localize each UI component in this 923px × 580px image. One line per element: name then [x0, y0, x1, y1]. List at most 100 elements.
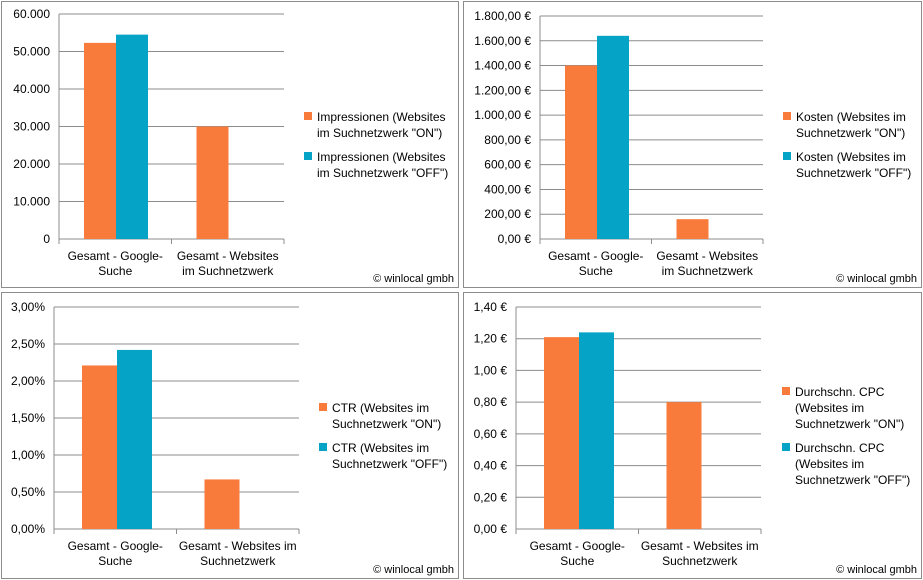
y-tick-label: 1.200,00 €	[474, 83, 531, 97]
y-tick-label: 0,80 €	[474, 395, 508, 409]
legend-swatch	[782, 443, 790, 451]
y-tick-label: 0,00 €	[498, 232, 532, 246]
kosten-chart: 0,00 € 200,00 € 400,00 € 600,00 € 800,00 € 1.…	[474, 9, 764, 278]
legend-swatch	[783, 112, 791, 120]
bar-off-0	[117, 349, 152, 529]
y-tick-label: 600,00 €	[484, 158, 531, 172]
legend-item-off: Kosten (Websites im Suchnetzwerk "OFF")	[783, 149, 911, 181]
impressionen-chart: 0 10.000 20.000 30.000 40.000 50.000 60.000 Ges…	[13, 7, 285, 278]
legend-label: Durchschn. CPC	[795, 441, 885, 455]
legend-impressionen: Impressionen (Websites im Suchnetzwerk "O…	[304, 109, 448, 189]
bar-on-1	[676, 219, 709, 239]
legend-label: Suchnetzwerk "ON")	[332, 417, 442, 431]
legend-ctr: CTR (Websites im Suchnetzwerk "ON") CTR (W…	[319, 400, 447, 480]
y-tick-label: 1,40 €	[474, 300, 508, 314]
y-tick-label: 1.400,00 €	[474, 59, 531, 73]
legend-item-off: CTR (Websites im Suchnetzwerk "OFF")	[319, 440, 447, 472]
legend-label: Impressionen (Websites	[317, 150, 446, 164]
chart-panel-ctr: 0,00% 0,50% 1,00% 1,50% 2,00% 2,50% 3,00% Gesam…	[1, 292, 459, 579]
y-tick-label: 0,50%	[11, 485, 45, 499]
y-tick-label: 1,50%	[11, 411, 45, 425]
chart-panel-cpc: 0,00 € 0,20 € 0,40 € 0,60 € 0,80 € 1,00 € 1,20…	[463, 292, 922, 579]
y-tick-label: 800,00 €	[484, 133, 531, 147]
bar-on-0	[544, 337, 579, 529]
y-tick-label: 2,00%	[11, 374, 45, 388]
y-tick-label: 3,00%	[11, 300, 45, 314]
x-category-label: Gesamt - Google-Suche	[548, 249, 643, 278]
legend-kosten: Kosten (Websites im Suchnetzwerk "ON") Kos…	[783, 109, 911, 189]
copyright-label: © winlocal gmbh	[836, 564, 917, 576]
copyright-label: © winlocal gmbh	[373, 564, 454, 576]
chart-panel-impressionen: 0 10.000 20.000 30.000 40.000 50.000 60.000 Ges…	[1, 1, 459, 288]
legend-swatch	[319, 443, 327, 451]
x-category-label: Gesamt - Google-Suche	[68, 249, 163, 278]
legend-label: im Suchnetzwerk "ON")	[317, 126, 443, 140]
x-category-label: Gesamt - Websites im Suchnetzwerk	[641, 539, 759, 568]
legend-cpc: Durchschn. CPC (Websites im Suchnetzwerk "…	[782, 384, 910, 496]
bar-off-0	[579, 332, 614, 529]
legend-swatch	[782, 387, 790, 395]
legend-item-off: Impressionen (Websites im Suchnetzwerk "O…	[304, 149, 448, 181]
ctr-chart: 0,00% 0,50% 1,00% 1,50% 2,00% 2,50% 3,00% Gesam…	[11, 300, 300, 568]
x-category-label: Gesamt - Websites im Suchnetzwerk	[177, 249, 279, 278]
legend-label: CTR (Websites im	[332, 441, 430, 455]
y-tick-label: 20.000	[13, 157, 50, 171]
y-tick-label: 30.000	[13, 120, 50, 134]
x-category-label: Gesamt - Google-Suche	[68, 539, 163, 568]
y-tick-label: 50.000	[13, 45, 50, 59]
y-tick-label: 40.000	[13, 82, 50, 96]
legend-swatch	[304, 152, 312, 160]
bar-on-1	[196, 126, 229, 239]
y-tick-label: 0,20 €	[474, 490, 508, 504]
legend-label: Impressionen (Websites	[317, 110, 446, 124]
legend-swatch	[319, 403, 327, 411]
y-tick-label: 1,20 €	[474, 332, 508, 346]
y-tick-label: 1.600,00 €	[474, 34, 531, 48]
bar-on-0	[82, 365, 117, 529]
legend-swatch	[304, 112, 312, 120]
legend-label: Suchnetzwerk "OFF")	[795, 473, 911, 487]
x-category-label: Gesamt - Websites im Suchnetzwerk	[179, 539, 297, 568]
y-tick-label: 0,00 €	[474, 522, 508, 536]
y-tick-label: 0	[43, 232, 50, 246]
bar-off-0	[116, 34, 148, 239]
y-tick-label: 200,00 €	[484, 207, 531, 221]
legend-label: Kosten (Websites im	[796, 110, 906, 124]
y-tick-label: 2,50%	[11, 337, 45, 351]
y-tick-label: 0,60 €	[474, 427, 508, 441]
y-tick-label: 1,00 €	[474, 363, 508, 377]
x-category-label: Gesamt - Google-Suche	[530, 539, 625, 568]
chart-panel-kosten: 0,00 € 200,00 € 400,00 € 600,00 € 800,00 € 1.…	[463, 1, 922, 288]
bar-on-0	[565, 65, 597, 239]
legend-item-on: Kosten (Websites im Suchnetzwerk "ON")	[783, 109, 911, 141]
bar-on-1	[666, 402, 702, 529]
legend-label: (Websites im	[795, 457, 865, 471]
y-tick-label: 1,00%	[11, 448, 45, 462]
x-category-label: Gesamt - Websites im Suchnetzwerk	[656, 249, 758, 278]
legend-label: Durchschn. CPC	[795, 385, 885, 399]
legend-item-on: Impressionen (Websites im Suchnetzwerk "O…	[304, 109, 448, 141]
legend-label: Suchnetzwerk "ON")	[796, 126, 906, 140]
legend-label: Suchnetzwerk "OFF")	[796, 166, 912, 180]
legend-label: im Suchnetzwerk "OFF")	[317, 166, 449, 180]
y-tick-label: 0,40 €	[474, 459, 508, 473]
y-tick-label: 1.800,00 €	[474, 9, 531, 23]
y-tick-label: 10.000	[13, 195, 50, 209]
legend-label: CTR (Websites im	[332, 401, 430, 415]
y-tick-label: 60.000	[13, 7, 50, 21]
legend-label: Suchnetzwerk "ON")	[795, 417, 905, 431]
legend-item-off: Durchschn. CPC (Websites im Suchnetzwerk "…	[782, 440, 910, 488]
copyright-label: © winlocal gmbh	[836, 273, 917, 285]
y-tick-label: 400,00 €	[484, 182, 531, 196]
cpc-chart: 0,00 € 0,20 € 0,40 € 0,60 € 0,80 € 1,00 € 1,20…	[474, 300, 762, 568]
y-tick-label: 0,00%	[11, 522, 45, 536]
legend-item-on: Durchschn. CPC (Websites im Suchnetzwerk "…	[782, 384, 910, 432]
legend-label: Suchnetzwerk "OFF")	[332, 457, 448, 471]
bar-on-1	[204, 479, 240, 529]
bar-off-0	[597, 35, 629, 240]
legend-label: (Websites im	[795, 401, 865, 415]
legend-label: Kosten (Websites im	[796, 150, 906, 164]
copyright-label: © winlocal gmbh	[373, 273, 454, 285]
bar-on-0	[84, 42, 116, 239]
legend-item-on: CTR (Websites im Suchnetzwerk "ON")	[319, 400, 447, 432]
